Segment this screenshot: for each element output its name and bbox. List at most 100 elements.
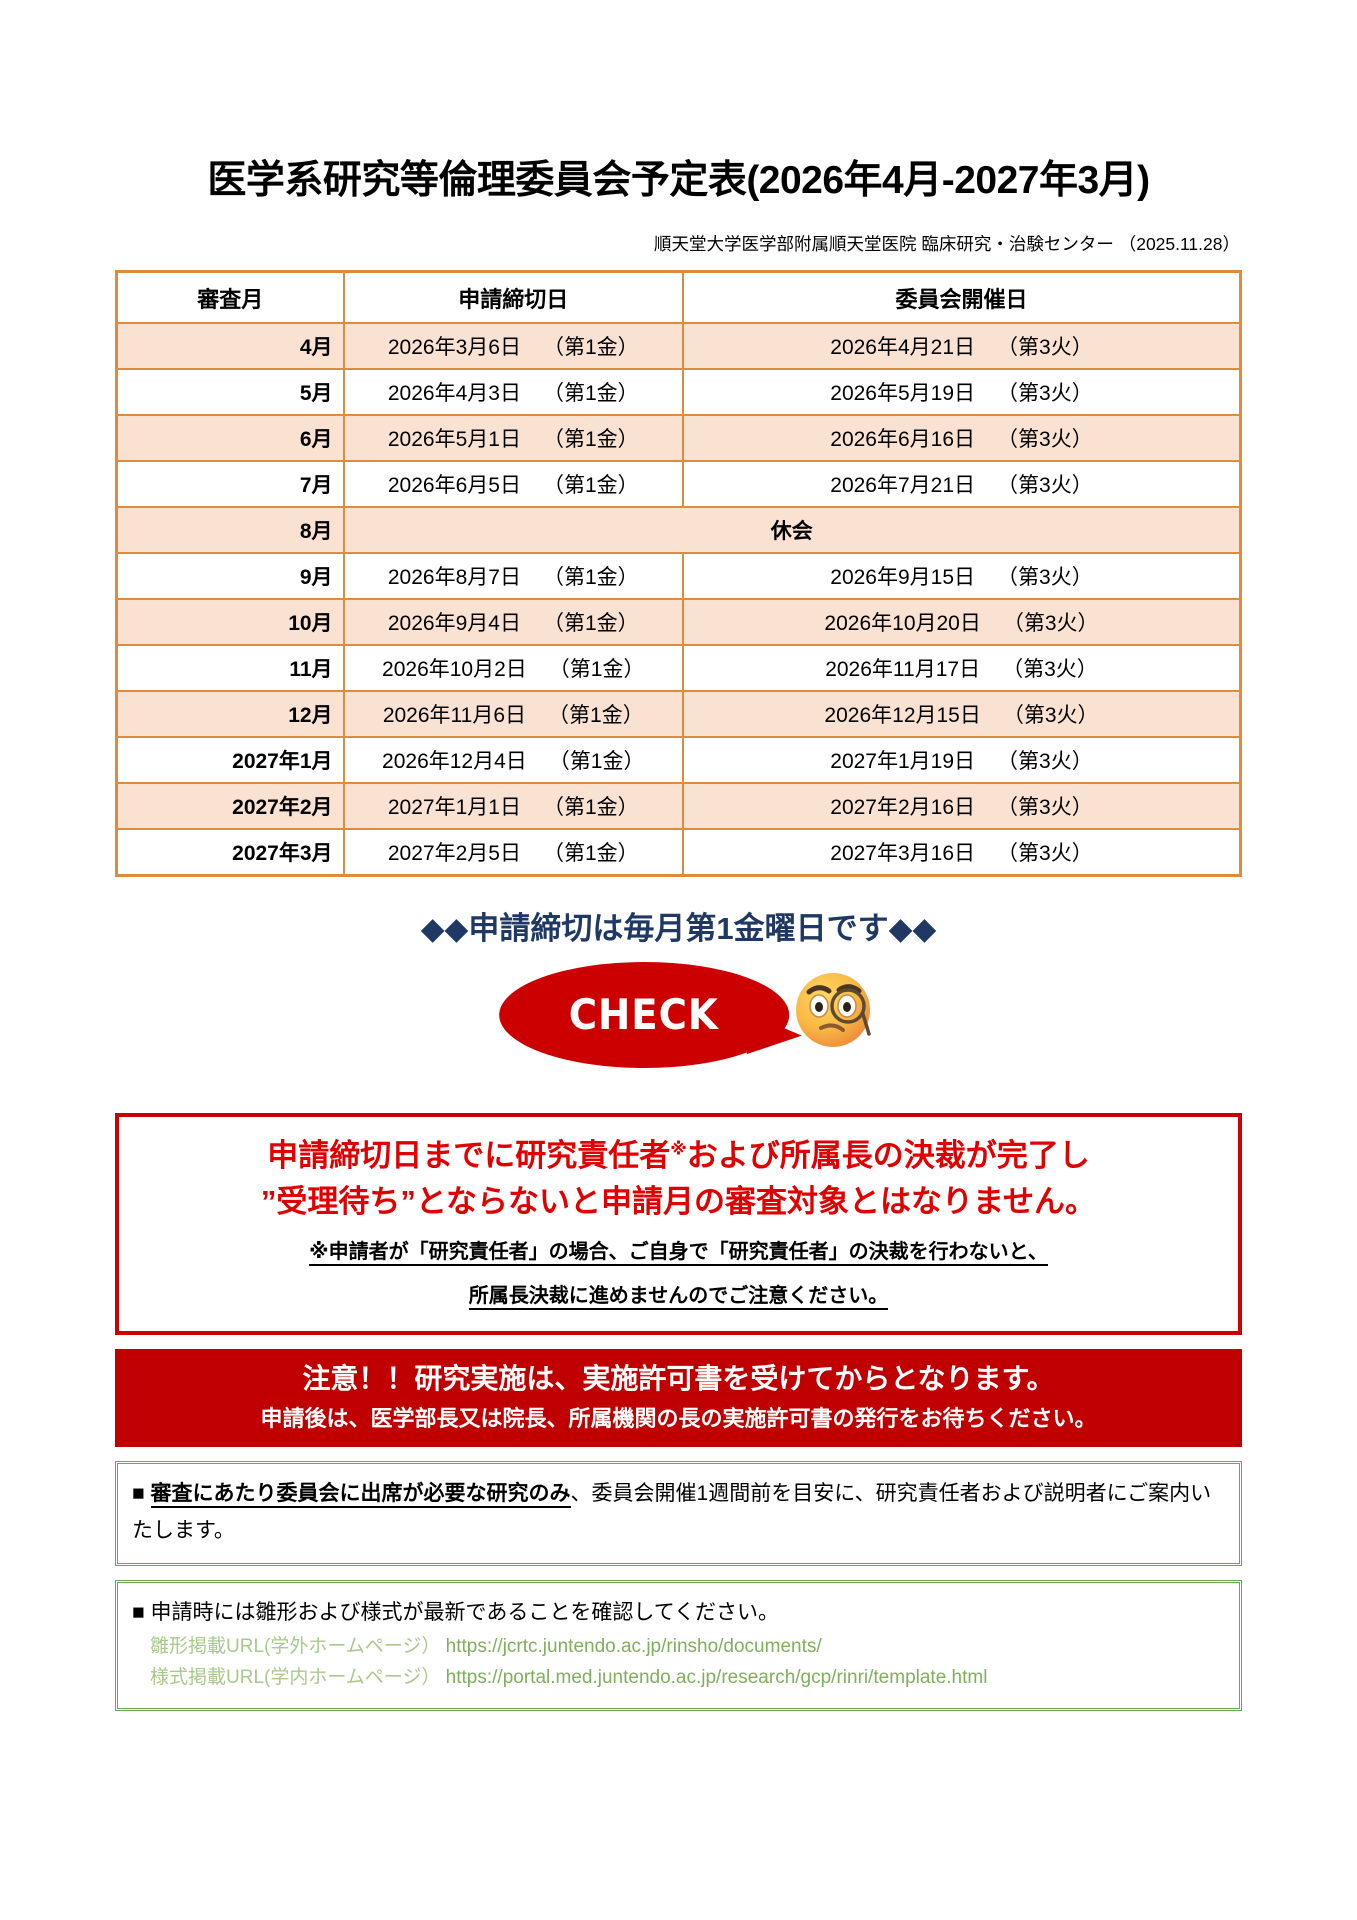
attendance-notice-rest: 、委員会開催1週間前を目安に、研究責任者および説明者にご案内いたします。	[132, 1481, 1212, 1542]
cell-review-month: 8月	[115, 506, 345, 555]
template-notice-heading-row: ■ 申請時には雛形および様式が最新であることを確認してください。	[132, 1595, 1225, 1632]
meeting-weekday: （第3火）	[997, 566, 1093, 590]
permit-banner-line-2: 申請後は、医学部長又は院長、所属機関の長の実施許可書の発行をお待ちください。	[260, 1405, 1097, 1431]
template-notice-box: ■ 申請時には雛形および様式が最新であることを確認してください。 雛形掲載URL…	[115, 1580, 1242, 1711]
deadline-weekday: （第1金）	[542, 428, 639, 452]
cell-review-month: 12月	[115, 690, 345, 739]
meeting-weekday: （第3火）	[997, 842, 1093, 866]
meeting-weekday: （第3火）	[1002, 658, 1098, 682]
table-row: 2027年1月 2026年12月4日 （第1金） 2027年1月19日 （第3火）	[115, 736, 1242, 785]
deadline-date: 2027年2月5日	[387, 842, 521, 866]
column-header-application-deadline: 申請締切日	[342, 270, 684, 325]
cell-review-month: 2027年1月	[115, 736, 345, 785]
cell-application-deadline: 2026年8月7日 （第1金）	[342, 552, 684, 601]
cell-review-month: 7月	[115, 460, 345, 509]
check-bubble-label: CHECK	[568, 990, 719, 1040]
deadline-weekday: （第1金）	[548, 750, 645, 774]
meeting-date: 2027年3月16日	[830, 842, 976, 866]
meeting-weekday: （第3火）	[997, 474, 1093, 498]
attendance-notice-box: ■ 審査にあたり委員会に出席が必要な研究のみ、委員会開催1週間前を目安に、研究責…	[115, 1460, 1242, 1567]
bullet-square-icon: ■	[132, 1481, 145, 1505]
deadline-date: 2026年11月6日	[382, 704, 527, 728]
warning-note-2: 所属長決裁に進めませんのでご注意ください。	[133, 1279, 1224, 1313]
cell-review-month: 2027年3月	[115, 828, 345, 877]
deadline-date: 2026年6月5日	[387, 474, 521, 498]
table-row: 11月 2026年10月2日 （第1金） 2026年11月17日 （第3火）	[115, 644, 1242, 693]
template-url-external[interactable]: https://jcrtc.juntendo.ac.jp/rinsho/docu…	[445, 1636, 822, 1658]
table-row: 12月 2026年11月6日 （第1金） 2026年12月15日 （第3火）	[115, 690, 1242, 739]
table-header-row: 審査月 申請締切日 委員会開催日	[115, 270, 1242, 325]
warning-line-1-part-b: および所属長の決裁が完了し	[686, 1137, 1090, 1173]
cell-committee-date: 2026年10月20日 （第3火）	[681, 598, 1242, 647]
template-notice-heading: 申請時には雛形および様式が最新であることを確認してください。	[150, 1601, 780, 1625]
cell-committee-date: 2027年2月16日 （第3火）	[681, 782, 1242, 831]
cell-application-deadline: 2026年3月6日 （第1金）	[342, 322, 684, 371]
deadline-weekday: （第1金）	[542, 336, 639, 360]
document-subtitle: 順天堂大学医学部附属順天堂医院 臨床研究・治験センター （2025.11.28）	[653, 233, 1240, 254]
cell-committee-date: 2027年3月16日 （第3火）	[681, 828, 1242, 877]
meeting-weekday: （第3火）	[997, 796, 1093, 820]
check-bubble-wrapper: CHECK	[498, 961, 804, 1072]
deadline-date: 2026年5月1日	[387, 428, 521, 452]
cell-committee-date: 2026年9月15日 （第3火）	[681, 552, 1242, 601]
cell-review-month: 4月	[115, 322, 345, 371]
warning-note-1-text: ※申請者が「研究責任者」の場合、ご自身で「研究責任者」の決裁を行わないと、	[309, 1240, 1048, 1266]
check-speech-bubble: CHECK	[498, 961, 789, 1068]
meeting-weekday: （第3火）	[997, 428, 1093, 452]
meeting-weekday: （第3火）	[1002, 704, 1099, 728]
check-callout: CHECK	[115, 961, 1242, 1097]
cell-application-deadline: 2027年1月1日 （第1金）	[342, 782, 684, 831]
template-url-row-external: 雛形掲載URL(学外ホームページ） https://jcrtc.juntendo…	[132, 1632, 1225, 1663]
deadline-date: 2027年1月1日	[387, 796, 521, 820]
deadline-date: 2026年8月7日	[387, 566, 521, 590]
cell-committee-date: 2026年4月21日 （第3火）	[681, 322, 1242, 371]
deadline-date: 2026年3月6日	[387, 336, 521, 360]
column-header-committee-date: 委員会開催日	[681, 270, 1242, 325]
deadline-date: 2026年10月2日	[382, 658, 527, 682]
deadline-weekday: （第1金）	[548, 658, 645, 682]
cell-committee-date: 2026年11月17日 （第3火）	[681, 644, 1242, 693]
deadline-date: 2026年12月4日	[382, 750, 527, 774]
table-row: 2027年2月 2027年1月1日 （第1金） 2027年2月16日 （第3火）	[115, 782, 1242, 831]
meeting-date: 2026年5月19日	[830, 382, 976, 406]
meeting-date: 2026年9月15日	[830, 566, 976, 590]
table-row: 8月 休会	[115, 506, 1242, 555]
warning-line-1: 申請締切日までに研究責任者※および所属長の決裁が完了し	[133, 1133, 1224, 1179]
deadline-weekday: （第1金）	[542, 612, 639, 636]
template-url-label-internal: 様式掲載URL(学内ホームページ）	[150, 1666, 441, 1688]
cell-review-month: 9月	[115, 552, 345, 601]
schedule-table-body: 4月 2026年3月6日 （第1金） 2026年4月21日 （第3火） 5月 2026年4月…	[115, 322, 1242, 877]
deadline-warning-box: 申請締切日までに研究責任者※および所属長の決裁が完了し ”受理待ち”とならないと…	[115, 1112, 1242, 1335]
table-row: 2027年3月 2027年2月5日 （第1金） 2027年3月16日 （第3火）	[115, 828, 1242, 877]
meeting-date: 2027年2月16日	[830, 796, 976, 820]
warning-line-1-part-a: 申請締切日までに研究責任者	[267, 1137, 671, 1173]
meeting-weekday: （第3火）	[997, 336, 1093, 360]
warning-note-1: ※申請者が「研究責任者」の場合、ご自身で「研究責任者」の決裁を行わないと、	[133, 1235, 1224, 1269]
deadline-date: 2026年4月3日	[387, 382, 521, 406]
deadline-weekday: （第1金）	[542, 566, 639, 590]
warning-asterisk-mark: ※	[670, 1139, 687, 1159]
permit-warning-banner: 注意！！研究実施は、実施許可書を受けてからとなります。 申請後は、医学部長又は院…	[115, 1348, 1242, 1447]
warning-line-2: ”受理待ち”とならないと申請月の審査対象とはなりません。	[260, 1183, 1097, 1219]
table-row: 7月 2026年6月5日 （第1金） 2026年7月21日 （第3火）	[115, 460, 1242, 509]
cell-application-deadline: 2026年5月1日 （第1金）	[342, 414, 684, 463]
meeting-date: 2026年11月17日	[825, 658, 981, 682]
table-row: 10月 2026年9月4日 （第1金） 2026年10月20日 （第3火）	[115, 598, 1242, 647]
meeting-weekday: （第3火）	[1002, 612, 1099, 636]
cell-recess: 休会	[342, 506, 1242, 555]
deadline-weekday: （第1金）	[542, 382, 639, 406]
page-title: 医学系研究等倫理委員会予定表(2026年4月-2027年3月)	[207, 159, 1150, 202]
template-url-internal[interactable]: https://portal.med.juntendo.ac.jp/resear…	[445, 1666, 988, 1688]
cell-application-deadline: 2026年4月3日 （第1金）	[342, 368, 684, 417]
table-row: 9月 2026年8月7日 （第1金） 2026年9月15日 （第3火）	[115, 552, 1242, 601]
meeting-date: 2026年4月21日	[830, 336, 976, 360]
column-header-review-month: 審査月	[115, 270, 345, 325]
template-url-row-internal: 様式掲載URL(学内ホームページ） https://portal.med.jun…	[132, 1663, 1225, 1694]
deadline-reminder-banner: ◆◆申請締切は毎月第1金曜日です◆◆	[420, 910, 937, 946]
cell-application-deadline: 2026年10月2日 （第1金）	[342, 644, 684, 693]
cell-application-deadline: 2026年9月4日 （第1金）	[342, 598, 684, 647]
meeting-date: 2026年12月15日	[824, 704, 981, 728]
cell-application-deadline: 2026年12月4日 （第1金）	[342, 736, 684, 785]
meeting-date: 2027年1月19日	[830, 750, 976, 774]
